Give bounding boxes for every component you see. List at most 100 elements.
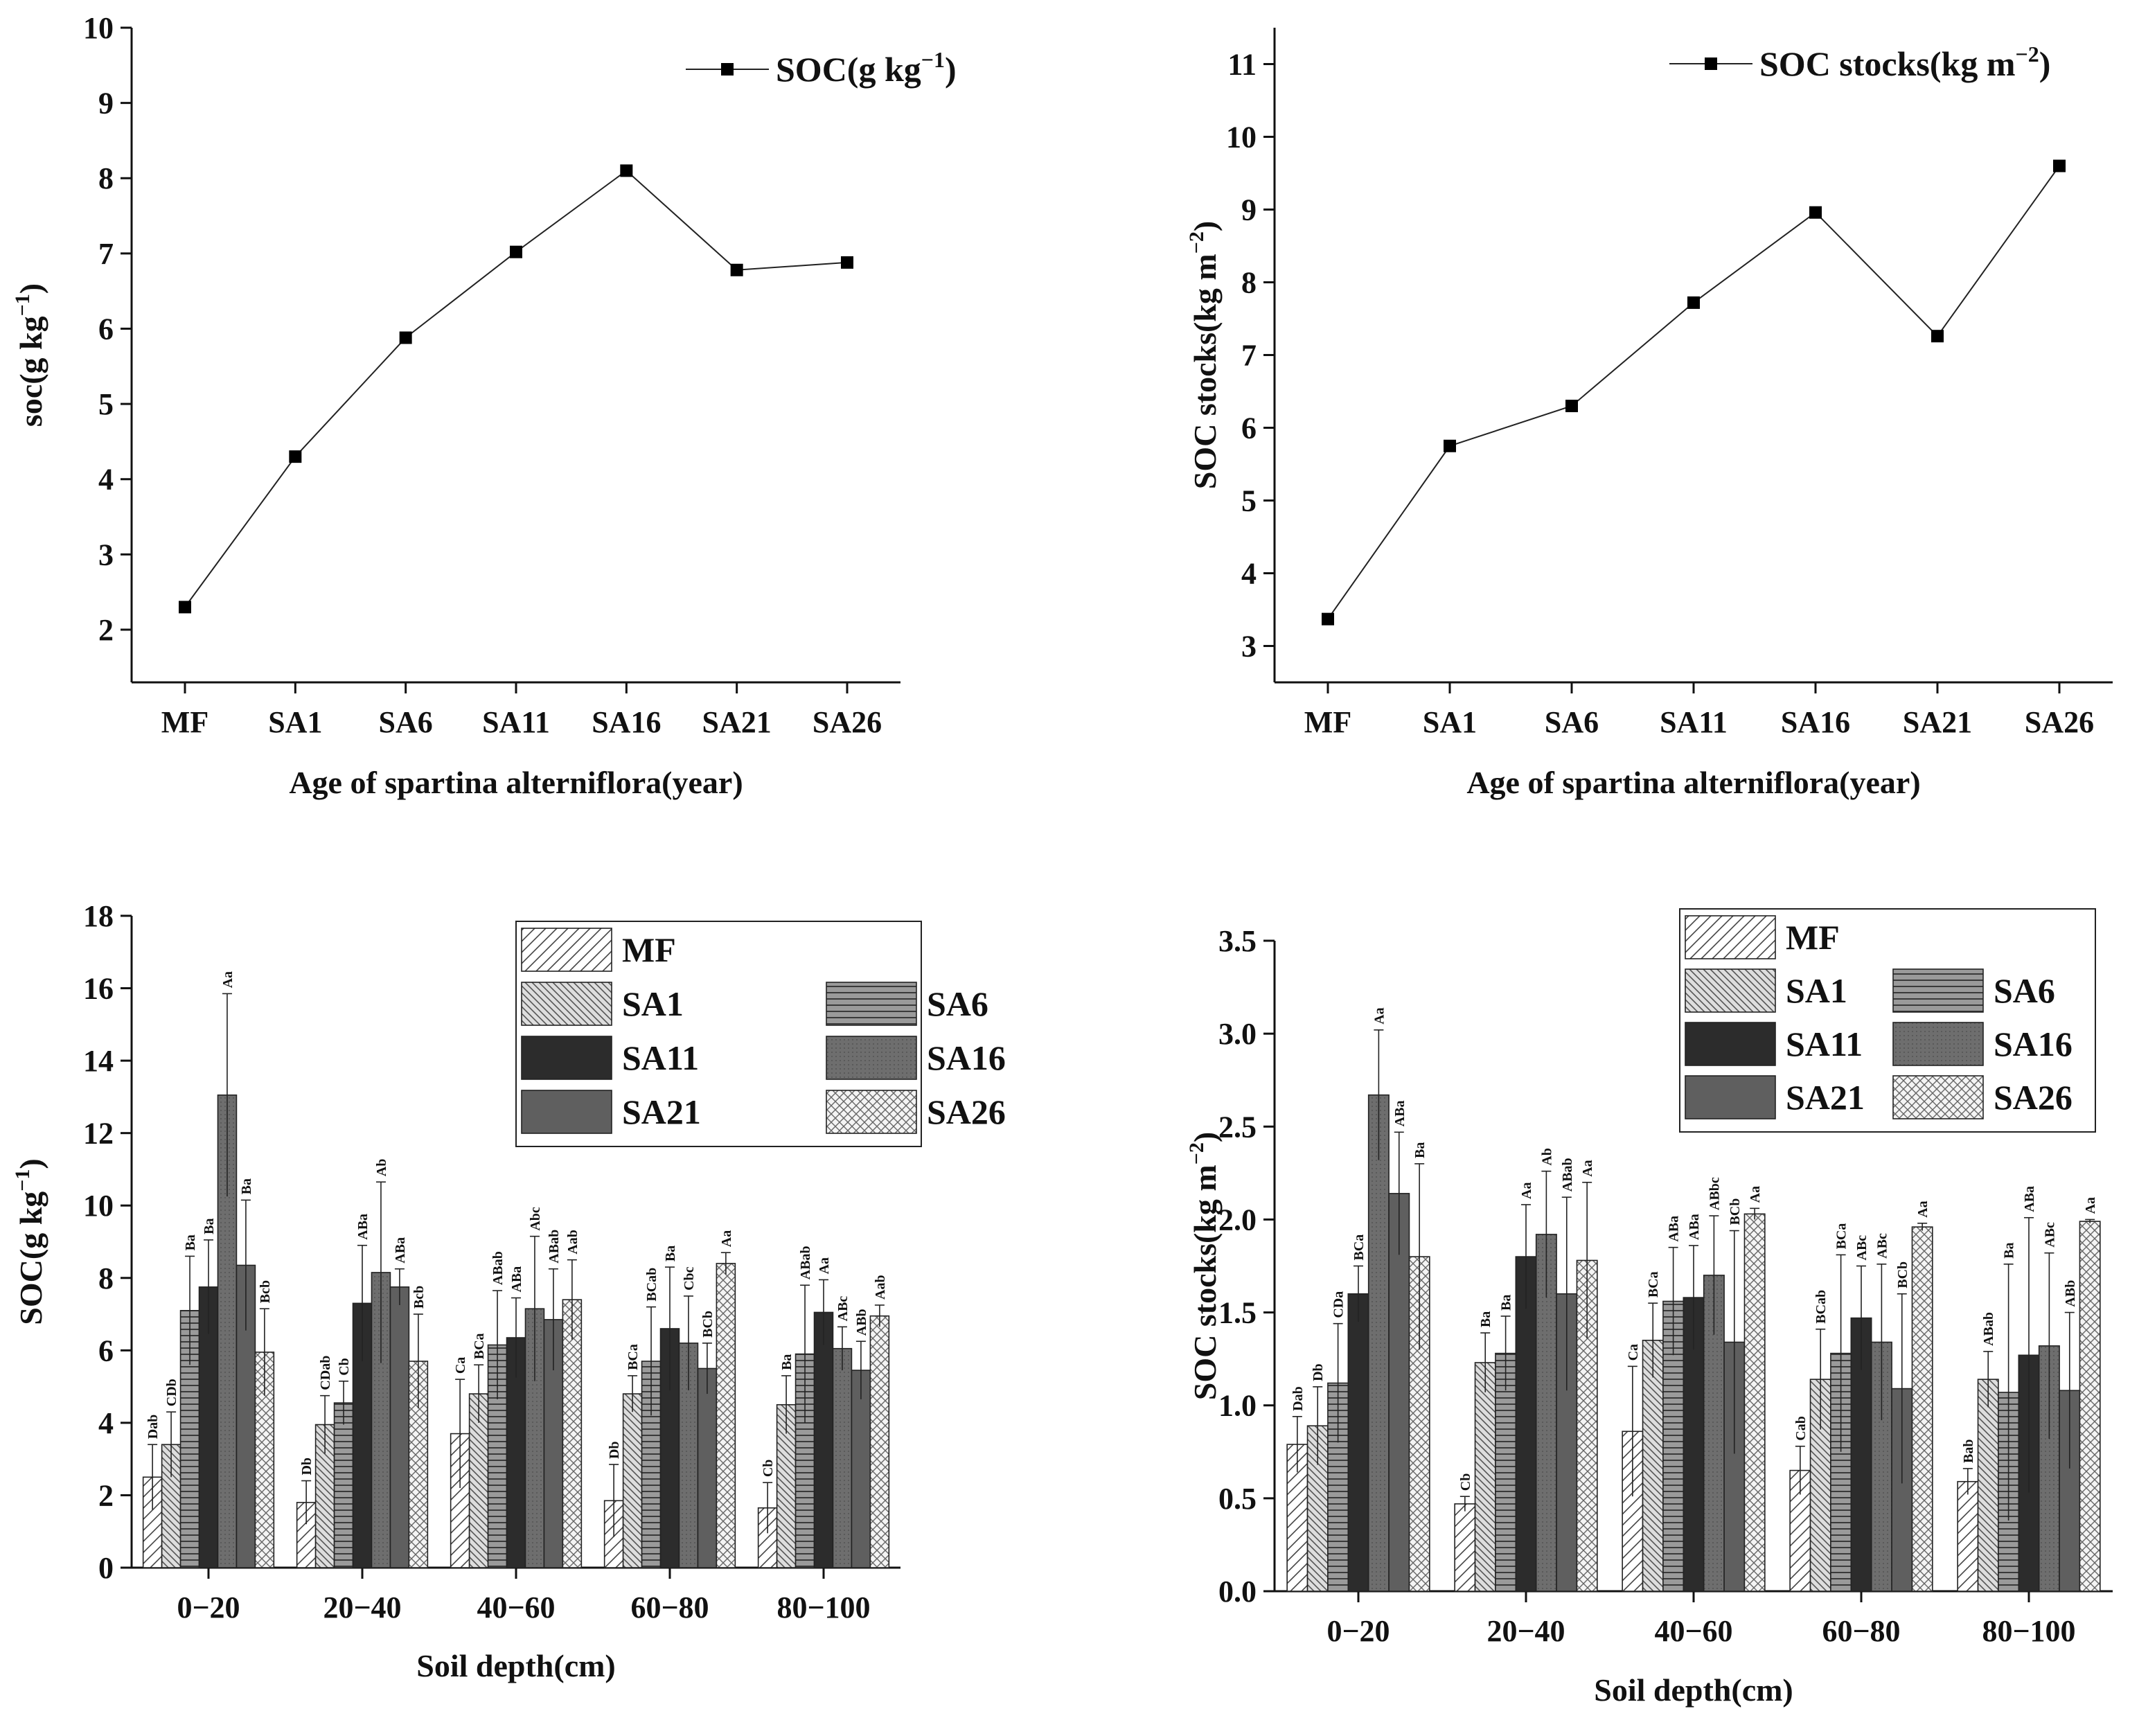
y-tick-label: 4 bbox=[1241, 557, 1257, 591]
legend-swatch bbox=[521, 982, 612, 1026]
legend-label: SA1 bbox=[1786, 971, 1847, 1010]
bar-sa26 bbox=[716, 1263, 736, 1568]
y-tick-label: 5 bbox=[1241, 484, 1257, 518]
bar-sa21 bbox=[697, 1367, 718, 1568]
y-tick-label: 2 bbox=[98, 613, 114, 647]
x-tick-label: 40−60 bbox=[1654, 1614, 1732, 1648]
legend-swatch bbox=[1892, 968, 1984, 1013]
legend-label-sup: −1 bbox=[921, 47, 945, 72]
y-tick-label: 1.5 bbox=[1218, 1296, 1257, 1330]
data-point bbox=[1322, 612, 1334, 626]
y-tick-label: 2 bbox=[98, 1478, 114, 1512]
x-tick-label: SA26 bbox=[813, 705, 882, 739]
legend-label: SA6 bbox=[1994, 971, 2055, 1010]
legend-label: MF bbox=[1786, 918, 1840, 957]
bar-sa26 bbox=[1911, 1226, 1933, 1592]
significance-label: Cb bbox=[337, 1358, 352, 1376]
legend-label: SA16 bbox=[927, 1038, 1006, 1077]
data-point bbox=[730, 263, 743, 276]
legend-label-sup: −2 bbox=[2015, 42, 2039, 67]
y-tick-label: 3 bbox=[1241, 630, 1257, 664]
significance-label: ABab bbox=[547, 1230, 562, 1264]
y-tick-label: 3 bbox=[98, 538, 114, 572]
significance-label: ABb bbox=[2063, 1280, 2078, 1307]
significance-label: Aa bbox=[1519, 1183, 1534, 1199]
soc-stocks-depth-bar-chart: 0.0 0.5 1.0 1.5 2.0 2.5 3.0 3.5 0−20 20−40 40−60 60… bbox=[1185, 908, 2113, 1708]
data-point bbox=[510, 245, 522, 258]
significance-label: BCab bbox=[644, 1268, 659, 1302]
y-tick-label: 1.0 bbox=[1218, 1389, 1257, 1423]
y-axis-title-main: soc(g kg bbox=[13, 316, 48, 427]
x-tick-label: 60−80 bbox=[1822, 1614, 1900, 1648]
legend-swatch bbox=[1685, 1075, 1776, 1119]
bar-sa16 bbox=[1367, 1094, 1390, 1592]
x-tick-label: 40−60 bbox=[477, 1591, 555, 1624]
significance-label: ABa bbox=[2022, 1186, 2037, 1212]
y-tick-label: 10 bbox=[1226, 121, 1257, 154]
data-point bbox=[1687, 296, 1700, 309]
significance-label: ABa bbox=[393, 1237, 408, 1264]
x-tick-label: 80−100 bbox=[776, 1591, 870, 1624]
legend-swatch bbox=[521, 1036, 612, 1080]
significance-label: ABa bbox=[1392, 1101, 1408, 1127]
significance-label: BCb bbox=[700, 1311, 716, 1338]
x-tick-label: 0−20 bbox=[1326, 1614, 1390, 1648]
significance-label: Ca bbox=[453, 1357, 468, 1374]
legend-marker bbox=[721, 63, 734, 76]
y-tick-label: 10 bbox=[83, 11, 114, 45]
y-axis-title-close: ) bbox=[1187, 1132, 1223, 1142]
bar-sa21 bbox=[851, 1370, 871, 1568]
significance-label: Aa bbox=[1915, 1201, 1931, 1217]
significance-label: Cb bbox=[1458, 1473, 1473, 1491]
legend-label-main: SOC(g kg bbox=[776, 50, 921, 89]
y-tick-label: 12 bbox=[83, 1117, 114, 1151]
y-axis-title: SOC stocks(kg m−2) bbox=[1185, 221, 1223, 489]
y-axis-title-sup: −2 bbox=[1185, 231, 1208, 254]
significance-label: Ca bbox=[1626, 1344, 1641, 1361]
y-tick-label: 6 bbox=[98, 1334, 114, 1367]
x-tick-label: MF bbox=[1304, 705, 1351, 739]
significance-label: Ba bbox=[202, 1219, 217, 1234]
y-tick-label: 14 bbox=[83, 1044, 114, 1078]
legend-label-close: ) bbox=[945, 50, 957, 89]
significance-label: Aa bbox=[1580, 1160, 1595, 1176]
soc-depth-bar-chart: 0 2 4 6 8 10 12 14 16 18 0−20 20−40 40−60 60−80 80−100… bbox=[11, 899, 1006, 1683]
y-tick-label: 18 bbox=[83, 899, 114, 933]
bar-sa16 bbox=[832, 1347, 853, 1568]
significance-label: ABa bbox=[509, 1266, 524, 1293]
significance-label: Ba bbox=[779, 1354, 795, 1370]
significance-label: BCab bbox=[1813, 1290, 1829, 1324]
data-point bbox=[1444, 439, 1456, 452]
legend-swatch bbox=[521, 1090, 612, 1134]
y-axis-title-main: SOC stocks(kg m bbox=[1187, 1164, 1223, 1400]
significance-label: BCb bbox=[1728, 1198, 1743, 1225]
significance-label: Ba bbox=[1499, 1295, 1514, 1311]
x-axis-title: Soil depth(cm) bbox=[416, 1648, 616, 1683]
data-point bbox=[620, 164, 633, 177]
significance-label: Aa bbox=[719, 1230, 734, 1247]
significance-label: CDab bbox=[318, 1356, 333, 1390]
legend-swatch bbox=[826, 982, 917, 1026]
legend-label-close: ) bbox=[2039, 44, 2051, 83]
legend-label: SA11 bbox=[622, 1038, 699, 1077]
significance-label: ABbc bbox=[1707, 1177, 1722, 1210]
y-tick-label: 0.5 bbox=[1218, 1482, 1257, 1516]
significance-label: BCa bbox=[1646, 1271, 1661, 1297]
legend-label-main: SOC stocks(kg m bbox=[1759, 44, 2015, 83]
legend-label: SA11 bbox=[1786, 1025, 1863, 1063]
significance-label: Aab bbox=[565, 1230, 580, 1255]
legend-label: SA26 bbox=[1994, 1078, 2073, 1117]
significance-label: ABab bbox=[798, 1246, 813, 1279]
x-tick-label: MF bbox=[161, 705, 208, 739]
data-point bbox=[1809, 206, 1822, 219]
legend-label: SA26 bbox=[927, 1092, 1006, 1131]
y-tick-label: 8 bbox=[98, 161, 114, 195]
bar-sa21 bbox=[1388, 1193, 1410, 1592]
bar-sa1 bbox=[1977, 1379, 1999, 1592]
significance-label: Db bbox=[607, 1441, 622, 1459]
y-axis-title-close: ) bbox=[13, 1158, 48, 1169]
significance-label: Dab bbox=[1290, 1386, 1306, 1411]
significance-label: Aab bbox=[873, 1275, 888, 1300]
significance-label: ABc bbox=[835, 1296, 851, 1322]
y-tick-label: 2.0 bbox=[1218, 1203, 1257, 1237]
